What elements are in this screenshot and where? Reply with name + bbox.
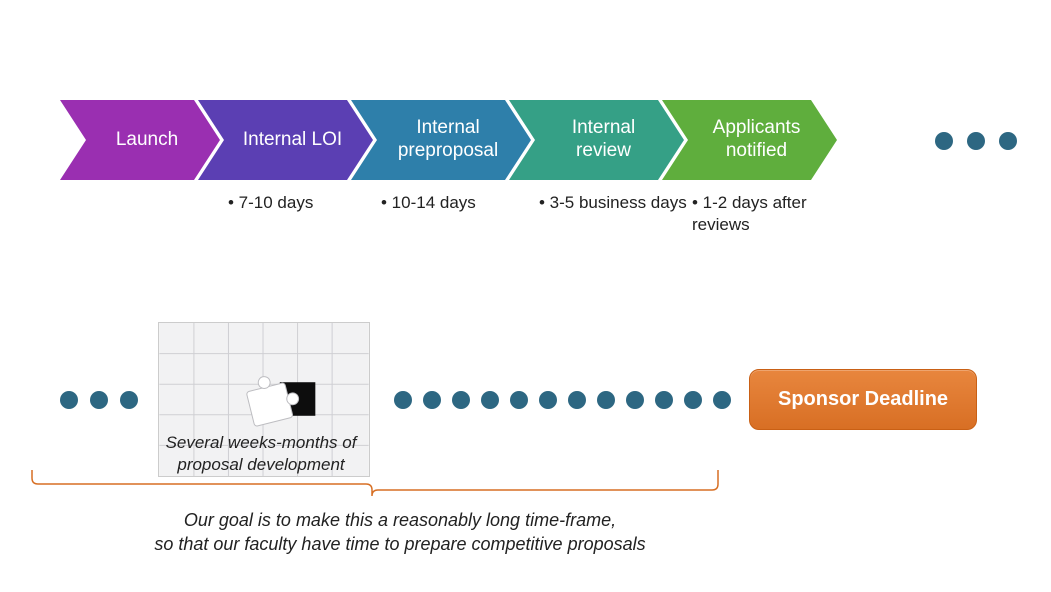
dot [597, 391, 615, 409]
dot [935, 132, 953, 150]
diagram-canvas: LaunchInternal LOI• 7-10 daysInternal pr… [0, 0, 1051, 592]
chevron-step-4: Applicants notified• 1-2 days after revi… [662, 100, 837, 180]
chevron-step-2: Internal preproposal• 10-14 days [351, 100, 531, 180]
chevron-label-3: Internal review [572, 117, 635, 163]
chevron-step-3: Internal review• 3-5 business days [509, 100, 684, 180]
chevron-label-0: Launch [116, 129, 178, 152]
dot [481, 391, 499, 409]
chevron-caption-4: • 1-2 days after reviews [692, 192, 842, 236]
dot [120, 391, 138, 409]
leading-dots [60, 391, 138, 409]
chevron-caption-2: • 10-14 days [381, 192, 531, 214]
chevron-label-2: Internal preproposal [398, 117, 498, 163]
chevron-step-0: Launch [60, 100, 220, 180]
bracket [30, 470, 720, 500]
mid-dots [394, 391, 731, 409]
dot [539, 391, 557, 409]
dot [510, 391, 528, 409]
dot [452, 391, 470, 409]
chevron-label-1: Internal LOI [243, 129, 342, 152]
dot [967, 132, 985, 150]
dot [90, 391, 108, 409]
sponsor-deadline-label: Sponsor Deadline [778, 388, 948, 410]
chevron-caption-1: • 7-10 days [228, 192, 378, 214]
dot [655, 391, 673, 409]
dot [684, 391, 702, 409]
dot [568, 391, 586, 409]
dot [423, 391, 441, 409]
dot [626, 391, 644, 409]
dot [999, 132, 1017, 150]
chevron-label-4: Applicants notified [713, 117, 801, 163]
goal-text-line-0: Our goal is to make this a reasonably lo… [120, 508, 680, 532]
sponsor-deadline-button: Sponsor Deadline [749, 369, 977, 430]
dot [60, 391, 78, 409]
goal-text-line-1: so that our faculty have time to prepare… [120, 532, 680, 556]
dot [713, 391, 731, 409]
trailing-dots-top [935, 132, 1017, 150]
goal-text: Our goal is to make this a reasonably lo… [120, 508, 680, 557]
chevron-caption-3: • 3-5 business days [539, 192, 689, 214]
dot [394, 391, 412, 409]
chevron-row: LaunchInternal LOI• 7-10 daysInternal pr… [60, 100, 815, 180]
chevron-step-1: Internal LOI• 7-10 days [198, 100, 373, 180]
